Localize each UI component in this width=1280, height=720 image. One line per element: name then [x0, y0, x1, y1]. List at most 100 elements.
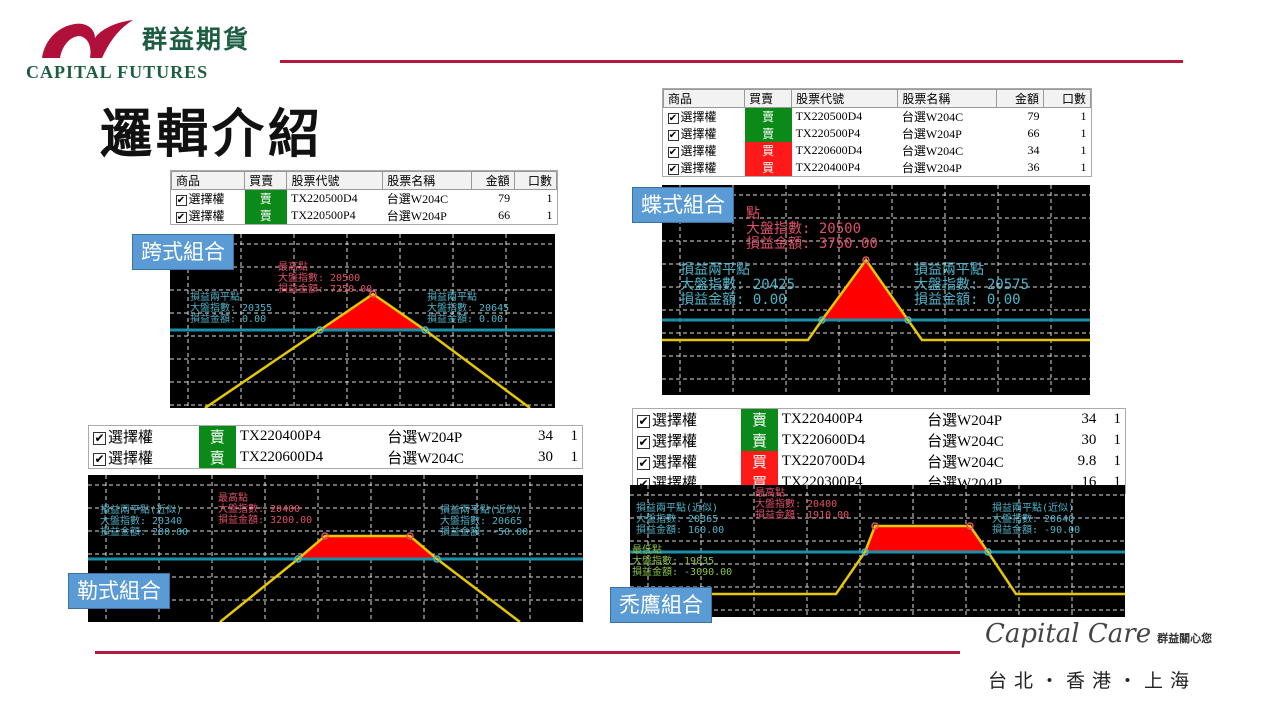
row-checkbox[interactable]: ✔	[667, 164, 679, 175]
row-checkbox[interactable]: ✔	[667, 130, 679, 141]
column-header[interactable]: 股票名稱	[897, 89, 998, 108]
row-checkbox[interactable]: ✔	[637, 456, 650, 470]
amount-cell: 36	[1027, 160, 1040, 174]
payoff-line	[204, 292, 531, 410]
product-cell: 選擇權	[652, 434, 698, 450]
table-row[interactable]: ✔ 選擇權 賣 TX220500D4 台選W204C 79 1	[664, 107, 1091, 125]
qty-cell: 1	[1080, 109, 1087, 123]
brand-cn-text: 群益關心您	[1157, 632, 1213, 645]
column-header[interactable]: 金額	[996, 89, 1044, 108]
strategy-label: 禿鷹組合	[610, 587, 712, 623]
side-badge: 買	[741, 451, 778, 472]
strategy-label: 勒式組合	[68, 573, 170, 609]
breakeven-marker	[818, 316, 826, 324]
annotation-be-r: 損益兩平點 大盤指數: 20645 損益金額: 0.00	[427, 292, 510, 325]
column-header[interactable]: 股票代號	[791, 89, 899, 108]
name-cell: 台選W204C	[901, 144, 964, 158]
name-cell: 台選W204P	[927, 413, 1003, 429]
side-badge: 買	[744, 142, 792, 159]
column-header[interactable]: 股票名稱	[382, 171, 473, 190]
breakeven-marker	[984, 548, 992, 556]
column-header[interactable]: 股票代號	[286, 171, 384, 190]
annotation-be-r: 損益兩平點(近似) 大盤指數: 20665 損益金額: -50.00	[440, 505, 529, 538]
column-header[interactable]: 口數	[513, 171, 558, 190]
product-cell: 選擇權	[188, 209, 225, 223]
profit-area	[865, 526, 988, 552]
annotation-max: 最高點 大盤指數: 20400 損益金額: 1910.00	[755, 488, 850, 521]
amount-cell: 34	[1081, 411, 1097, 427]
product-cell: 選擇權	[108, 430, 154, 446]
profit-area	[320, 294, 425, 330]
product-cell: 選擇權	[188, 192, 225, 206]
cities-text: 台北・香港・上海	[988, 670, 1197, 692]
code-cell: TX220600D4	[239, 449, 324, 465]
positions-table: 商品 買賣 股票代號 股票名稱 金額 口數 ✔ 選擇權 賣 TX220500D4 台選W20…	[662, 88, 1092, 177]
row-checkbox[interactable]: ✔	[175, 212, 187, 223]
top-divider	[280, 60, 1183, 63]
table-row[interactable]: ✔ 選擇權 賣 TX220400P4 台選W204P 34 1	[633, 409, 1125, 430]
profit-area	[298, 536, 437, 559]
amount-cell: 30	[537, 449, 553, 465]
row-checkbox[interactable]: ✔	[667, 113, 679, 124]
table-row[interactable]: ✔ 選擇權 買 TX220700D4 台選W204C 9.8 1	[633, 451, 1125, 472]
annotation-be-r: 損益兩平點 大盤指數: 20575 損益金額: 0.00	[914, 262, 1030, 308]
table-row[interactable]: ✔ 選擇權 賣 TX220500D4 台選W204C 79 1	[172, 189, 557, 207]
column-header[interactable]: 買賣	[744, 89, 793, 108]
row-checkbox[interactable]: ✔	[93, 431, 106, 445]
code-cell: TX220400P4	[239, 428, 321, 444]
annotation-be-l: 損益兩平點 大盤指數: 20355 損益金額: 0.00	[190, 292, 273, 325]
table-row[interactable]: ✔ 選擇權 賣 TX220500P4 台選W204P 66 1	[664, 125, 1091, 142]
name-cell: 台選W204C	[386, 192, 449, 206]
breakeven-marker	[433, 555, 441, 563]
side-badge: 賣	[198, 426, 236, 447]
side-badge: 賣	[744, 107, 792, 125]
column-header[interactable]: 口數	[1042, 89, 1092, 108]
product-cell: 選擇權	[680, 127, 717, 141]
row-checkbox[interactable]: ✔	[175, 195, 187, 206]
amount-cell: 34	[1027, 143, 1040, 157]
qty-cell: 1	[1113, 432, 1122, 448]
table-row[interactable]: ✔ 選擇權 賣 TX220600D4 台選W204C 30 1	[89, 447, 582, 468]
product-cell: 選擇權	[680, 161, 717, 175]
qty-cell: 1	[546, 191, 553, 205]
annotation-be-l: 損益兩平點(近似) 大盤指數: 20340 損益金額: 200.00	[100, 505, 189, 538]
qty-cell: 1	[1080, 160, 1087, 174]
qty-cell: 1	[1113, 411, 1122, 427]
payoff-line	[219, 534, 521, 623]
column-header[interactable]: 商品	[662, 89, 746, 108]
table-row[interactable]: ✔ 選擇權 賣 TX220400P4 台選W204P 34 1	[89, 426, 582, 447]
amount-cell: 66	[1027, 126, 1040, 140]
side-badge: 賣	[244, 189, 287, 207]
name-cell: 台選W204C	[927, 434, 1004, 450]
payoff-svg	[170, 234, 555, 410]
max-point-marker	[321, 532, 329, 540]
max-point-marker	[871, 522, 879, 530]
logo	[40, 18, 135, 60]
breakeven-marker	[861, 548, 869, 556]
payoff-chart: 最高點 大盤指數: 20400 損益金額: 1910.00 損益兩平點(近似) 大…	[630, 485, 1125, 617]
row-checkbox[interactable]: ✔	[93, 452, 106, 466]
code-cell: TX220700D4	[781, 453, 866, 469]
column-header[interactable]: 商品	[170, 171, 246, 190]
qty-cell: 1	[1080, 143, 1087, 157]
row-checkbox[interactable]: ✔	[637, 435, 650, 449]
annotation-be-l: 損益兩平點(近似) 大盤指數: 20365 損益金額: 160.00	[636, 503, 725, 536]
side-badge: 賣	[741, 430, 778, 451]
side-badge: 賣	[744, 125, 792, 142]
row-checkbox[interactable]: ✔	[667, 147, 679, 158]
code-cell: TX220600D4	[781, 432, 866, 448]
payoff-svg	[88, 475, 583, 623]
positions-table: ✔ 選擇權 賣 TX220400P4 台選W204P 34 1 ✔ 選擇權 賣 TX…	[88, 425, 583, 469]
column-header[interactable]: 買賣	[244, 171, 288, 190]
breakeven-marker	[904, 316, 912, 324]
payoff-svg	[630, 485, 1125, 617]
table-row[interactable]: ✔ 選擇權 買 TX220400P4 台選W204P 36 1	[664, 159, 1091, 176]
table-row[interactable]: ✔ 選擇權 買 TX220600D4 台選W204C 34 1	[664, 142, 1091, 159]
table-row[interactable]: ✔ 選擇權 賣 TX220600D4 台選W204C 30 1	[633, 430, 1125, 451]
product-cell: 選擇權	[652, 413, 698, 429]
column-header[interactable]: 金額	[471, 171, 515, 190]
table-row[interactable]: ✔ 選擇權 賣 TX220500P4 台選W204P 66 1	[172, 207, 557, 224]
brand-text: Capital Care	[985, 619, 1152, 649]
row-checkbox[interactable]: ✔	[637, 414, 650, 428]
amount-cell: 9.8	[1077, 453, 1097, 469]
